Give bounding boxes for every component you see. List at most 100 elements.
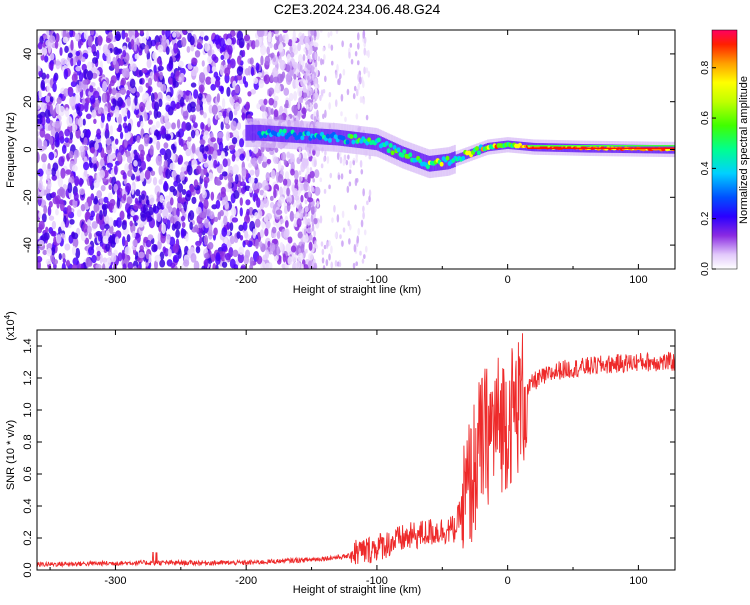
- spectrogram-noise-cell: [145, 239, 152, 248]
- spectrogram-noise-cell: [225, 123, 231, 130]
- spectrogram-noise-cell: [240, 148, 244, 154]
- spectrogram-noise-cell: [225, 252, 231, 261]
- spectrogram-noise-cell: [46, 192, 52, 201]
- spectrogram-noise-cell: [90, 146, 96, 154]
- spectrogram-noise-cell: [200, 168, 205, 179]
- spectrogram-noise-cell: [231, 153, 236, 162]
- spectrogram-ridge-peak: [351, 139, 356, 145]
- spectrogram-ytick-label: -20: [22, 189, 34, 205]
- spectrogram-noise-cell: [278, 33, 283, 44]
- spectrogram-noise-cell: [208, 146, 215, 155]
- spectrogram-noise-cell: [260, 261, 266, 269]
- spectrogram-noise-cell: [159, 259, 166, 268]
- spectrogram-noise-cell: [122, 45, 127, 52]
- spectrogram-noise-cell: [314, 186, 321, 196]
- spectrogram-noise-cell: [245, 150, 250, 162]
- spectrogram-noise-cell: [163, 160, 168, 168]
- spectrogram-noise-cell: [129, 220, 133, 227]
- spectrogram-noise-cell: [176, 118, 181, 129]
- spectrogram-noise-cell: [165, 104, 171, 113]
- spectrogram-noise-cell: [96, 128, 101, 137]
- spectrogram-ridge-body: [391, 141, 394, 158]
- spectrogram-noise-cell: [178, 76, 182, 83]
- spectrogram-noise-cell: [126, 213, 131, 220]
- spectrogram-noise-cell: [125, 182, 132, 193]
- spectrogram-noise-cell: [327, 31, 331, 38]
- spectrogram-noise-cell: [204, 145, 209, 152]
- spectrogram-noise-cell: [319, 94, 322, 102]
- spectrogram-noise-cell: [310, 30, 314, 37]
- spectrogram-noise-cell: [77, 38, 82, 49]
- spectrogram-noise-cell: [257, 72, 262, 78]
- spectrogram-noise-cell: [152, 176, 158, 186]
- colorbar-tick-label: 0.2: [700, 211, 711, 225]
- spectrogram-noise-cell: [295, 78, 299, 89]
- spectrogram-noise-cell: [125, 37, 130, 43]
- spectrogram-ridge-peak: [388, 143, 393, 148]
- spectrogram-noise-cell: [229, 235, 235, 245]
- spectrogram-noise-cell: [37, 239, 45, 247]
- spectrogram-noise-cell: [293, 73, 297, 80]
- spectrogram-noise-cell: [155, 120, 161, 129]
- spectrogram-noise-cell: [297, 260, 300, 267]
- spectrogram-noise-cell: [117, 97, 124, 107]
- spectrogram-noise-cell: [112, 98, 117, 108]
- spectrogram-noise-cell: [266, 46, 271, 55]
- spectrogram-noise-cell: [103, 196, 109, 204]
- spectrogram-noise-cell: [165, 30, 171, 39]
- spectrogram-noise-cell: [254, 218, 261, 228]
- spectrogram-noise-cell: [302, 53, 306, 62]
- spectrogram-noise-cell: [297, 231, 304, 239]
- spectrogram-noise-cell: [88, 231, 92, 240]
- spectrogram-noise-cell: [62, 258, 67, 264]
- spectrogram-noise-cell: [163, 142, 169, 149]
- spectrogram-noise-cell: [52, 258, 59, 265]
- spectrogram-noise-cell: [212, 262, 217, 269]
- spectrogram-noise-cell: [114, 165, 118, 176]
- spectrogram-noise-cell: [132, 135, 138, 142]
- spectrogram-noise-cell: [205, 76, 212, 85]
- spectrogram-noise-cell: [127, 170, 133, 177]
- spectrogram-noise-cell: [217, 193, 221, 201]
- spectrogram-noise-cell: [341, 40, 344, 48]
- spectrogram-noise-cell: [155, 155, 162, 166]
- spectrogram-noise-cell: [97, 107, 102, 115]
- spectrogram-noise-cell: [273, 109, 279, 118]
- spectrogram-noise-cell: [74, 33, 80, 40]
- spectrogram-noise-cell: [199, 139, 206, 145]
- spectrogram-xtick-label: -100: [366, 274, 388, 286]
- spectrogram-noise-cell: [38, 179, 43, 191]
- spectrogram-noise-cell: [122, 49, 127, 58]
- spectrogram-ridge-peak: [408, 152, 413, 158]
- spectrogram-noise-cell: [90, 67, 98, 73]
- spectrogram-noise-cell: [182, 110, 189, 121]
- spectrogram-ridge-peak: [384, 140, 389, 146]
- spectrogram-noise-cell: [249, 186, 253, 193]
- spectrogram-noise-cell: [249, 169, 255, 176]
- snr-xtick-label: -200: [235, 575, 257, 587]
- spectrogram-noise-cell: [231, 217, 239, 223]
- spectrogram-noise-cell: [232, 94, 239, 101]
- spectrogram-noise-cell: [246, 42, 250, 51]
- spectrogram-noise-cell: [37, 168, 44, 177]
- spectrogram-noise-cell: [139, 101, 146, 112]
- spectrogram-noise-cell: [227, 45, 233, 55]
- spectrogram-noise-cell: [45, 168, 52, 176]
- spectrogram-noise-cell: [190, 129, 196, 139]
- spectrogram-noise-cell: [250, 39, 256, 50]
- snr-axes: -300 -200 -100 0 100 0.0 0.2 0.4 0.6 0.8 1.0 1.2 1.4: [22, 330, 675, 587]
- spectrogram-noise-cell: [38, 89, 42, 100]
- spectrogram-noise-cell: [306, 165, 310, 174]
- spectrogram-noise-cell: [313, 262, 318, 269]
- spectrogram-noise-cell: [57, 176, 63, 188]
- spectrogram-ridge-body: [465, 151, 467, 160]
- spectrogram-noise-cell: [301, 107, 307, 115]
- spectrogram-noise-cell: [82, 79, 88, 85]
- spectrogram-noise-cell: [91, 109, 97, 118]
- spectrogram-noise-cell: [355, 261, 358, 267]
- spectrogram-noise-cell: [264, 185, 270, 191]
- spectrogram-noise-cell: [87, 246, 95, 256]
- spectrogram-noise-cell: [126, 89, 131, 96]
- spectrogram-noise-cell: [334, 99, 338, 107]
- spectrogram-noise-cell: [175, 229, 180, 238]
